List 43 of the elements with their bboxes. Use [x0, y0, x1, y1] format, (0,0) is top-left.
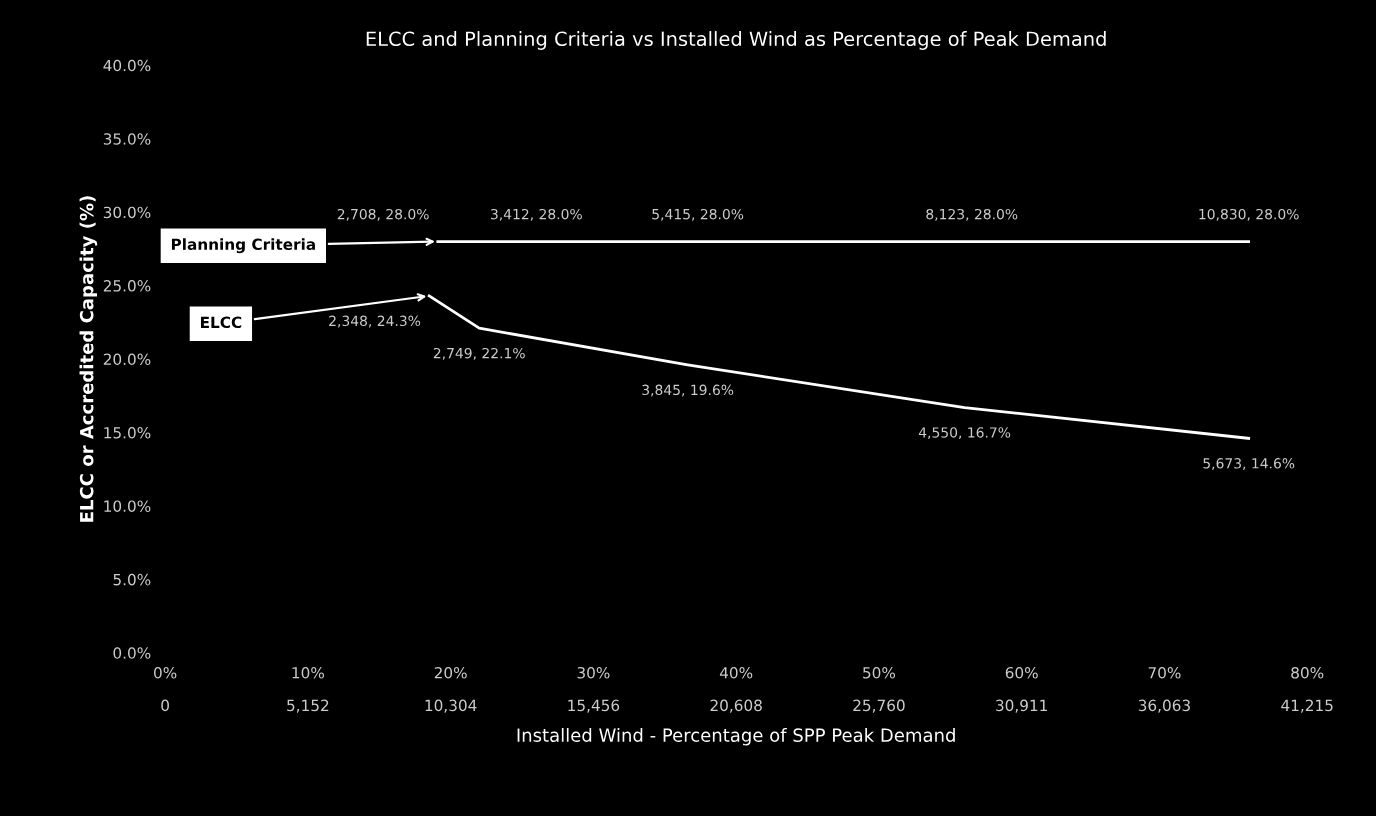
- x-tick-label: 60%: [1005, 666, 1038, 679]
- line-series: [427, 294, 1251, 440]
- x-tick-label: 10%: [292, 666, 325, 679]
- x-tick-label: 20%: [434, 666, 467, 679]
- y-tick-label: 35.0%: [103, 133, 151, 145]
- x2-tick-label: 25,760: [853, 699, 905, 713]
- x-tick-label: 70%: [1148, 666, 1181, 679]
- data-label: 8,123, 28.0%: [926, 208, 1018, 221]
- chart-title: ELCC and Planning Criteria vs Installed Wind as Percentage of Peak Demand: [366, 31, 1106, 50]
- x2-tick-label: 0: [161, 699, 169, 712]
- data-label: 3,845, 19.6%: [642, 384, 734, 397]
- data-label: 2,708, 28.0%: [337, 208, 429, 221]
- x-tick-label: 40%: [719, 666, 753, 679]
- y-tick-label: 5.0%: [113, 573, 151, 586]
- y-tick-label: 40.0%: [103, 59, 151, 72]
- data-label: 4,550, 16.7%: [918, 427, 1011, 440]
- y-tick-label: 30.0%: [103, 206, 151, 219]
- x2-tick-label: 10,304: [425, 699, 477, 713]
- data-label: 2,749, 22.1%: [433, 347, 525, 360]
- data-label: 3,412, 28.0%: [491, 208, 582, 221]
- y-tick-label: 0.0%: [113, 647, 151, 659]
- x-axis-title: Installed Wind - Percentage of SPP Peak Demand: [517, 728, 955, 746]
- y-tick-label: 20.0%: [103, 353, 151, 366]
- y-tick-label: 10.0%: [104, 500, 151, 512]
- y-tick-label: 15.0%: [104, 426, 151, 439]
- x2-tick-label: 5,152: [287, 699, 329, 713]
- x2-tick-label: 15,456: [568, 699, 620, 713]
- x2-tick-label: 20,608: [710, 699, 762, 713]
- data-label: 10,830, 28.0%: [1199, 208, 1299, 221]
- x-tick-label: 30%: [577, 666, 610, 679]
- text: ELCC: [201, 316, 242, 329]
- y-axis-title: ELCC or Accredited Capacity (%): [79, 196, 98, 522]
- data-label: 2,348, 24.3%: [329, 315, 421, 328]
- y-tick-label: 25.0%: [103, 280, 151, 292]
- x2-tick-label: 30,911: [996, 699, 1047, 713]
- text: Planning Criteria: [171, 238, 315, 254]
- data-label: 5,415, 28.0%: [652, 208, 744, 221]
- x2-tick-label: 36,063: [1138, 699, 1190, 713]
- x2-tick-label: 41,215: [1281, 699, 1333, 713]
- x-tick-label: 50%: [863, 666, 896, 679]
- data-label: 5,673, 14.6%: [1203, 458, 1295, 470]
- x-tick-label: 80%: [1291, 666, 1324, 679]
- x-tick-label: 0%: [154, 666, 177, 679]
